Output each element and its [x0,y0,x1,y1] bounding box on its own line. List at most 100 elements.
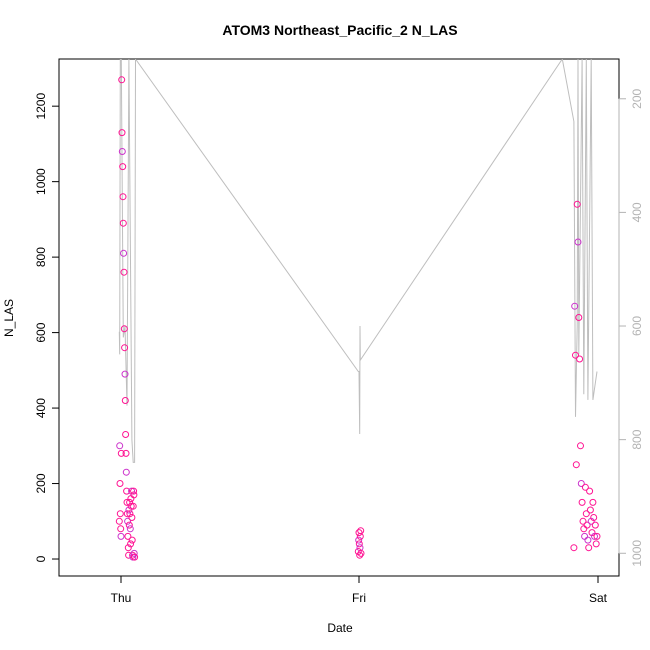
data-point [592,540,600,548]
data-point [570,544,578,552]
x-tick-label: Thu [111,591,132,605]
right-tick-label: 200 [630,88,644,108]
data-point [591,532,598,540]
data-point [355,536,363,544]
data-point [126,510,134,518]
y-tick-label: 1200 [34,93,48,120]
data-point [128,487,136,495]
data-point [572,351,579,359]
data-point [580,525,588,533]
data-point [117,525,125,533]
data-point [129,502,137,510]
data-point [357,549,365,557]
x-axis-label: Date [327,621,353,635]
data-point [125,521,133,529]
data-point [123,487,131,495]
data-point [577,480,585,487]
data-point [122,449,130,457]
data-point [119,219,127,227]
data-point [121,344,129,352]
data-point [579,517,587,525]
data-point [586,487,594,495]
data-point [131,553,139,561]
data-point [127,540,135,548]
data-point [590,514,598,521]
right-axis-line-series [118,59,598,463]
data-point [585,544,593,552]
scatter-points [115,76,601,561]
data-point [126,525,134,533]
y-tick-label: 200 [34,473,48,493]
data-point [117,532,125,540]
data-point [586,506,594,514]
data-point [130,549,138,557]
data-point [582,510,590,518]
data-point [118,76,126,84]
data-point [124,532,132,540]
data-point [571,302,579,310]
right-tick-label: 600 [630,316,644,336]
data-point [120,325,128,333]
data-point [123,498,131,506]
data-point [574,238,582,246]
data-point [121,397,129,404]
data-point [356,551,364,559]
data-point [583,521,591,529]
y-tick-label: 400 [34,398,48,418]
data-point [591,521,599,529]
data-point [572,461,580,469]
data-point [589,498,597,506]
data-point [125,506,133,514]
data-point [122,431,130,438]
plot-box [58,58,620,577]
data-point [118,129,126,137]
data-point [128,536,136,544]
data-point [576,355,584,363]
axes: Thu Fri Sat 0 200 400 600 800 1000 1200 200 400 600 8… [34,88,644,605]
data-point [577,442,584,450]
data-point [593,532,601,540]
data-point [355,529,363,537]
chart-title: ATOM3 Northeast_Pacific_2 N_LAS [222,22,457,38]
x-tick-label: Fri [352,591,366,605]
data-point [116,480,124,487]
data-point [122,468,130,476]
data-point [117,449,125,457]
data-point [127,502,135,510]
y-tick-label: 1000 [34,168,48,195]
data-point [130,487,138,495]
data-point [581,532,589,540]
right-tick-label: 800 [630,429,644,449]
y-tick-label: 800 [34,247,48,267]
data-point [124,544,132,552]
data-point [118,148,126,155]
data-point [126,498,134,506]
data-point [120,249,128,257]
data-point [356,532,364,540]
data-point [581,483,589,491]
data-point [584,536,592,544]
data-point [116,442,124,450]
data-point [573,200,581,208]
data-point [357,527,365,535]
data-point [119,163,127,171]
y-tick-label: 0 [34,555,48,562]
right-tick-label: 400 [630,202,644,222]
y-axis-label: N_LAS [2,299,16,337]
series-line [118,59,598,463]
data-point [115,517,123,525]
data-point [128,514,136,521]
x-tick-label: Sat [589,591,608,605]
data-point [575,314,583,321]
right-tick-label: 1000 [630,540,644,567]
data-point [116,510,124,518]
data-point [121,370,129,378]
data-point [123,510,131,518]
data-point [130,491,138,499]
y-tick-label: 600 [34,322,48,342]
data-point [120,268,128,276]
data-point [119,193,127,201]
data-point [356,544,364,552]
data-point [124,517,132,525]
